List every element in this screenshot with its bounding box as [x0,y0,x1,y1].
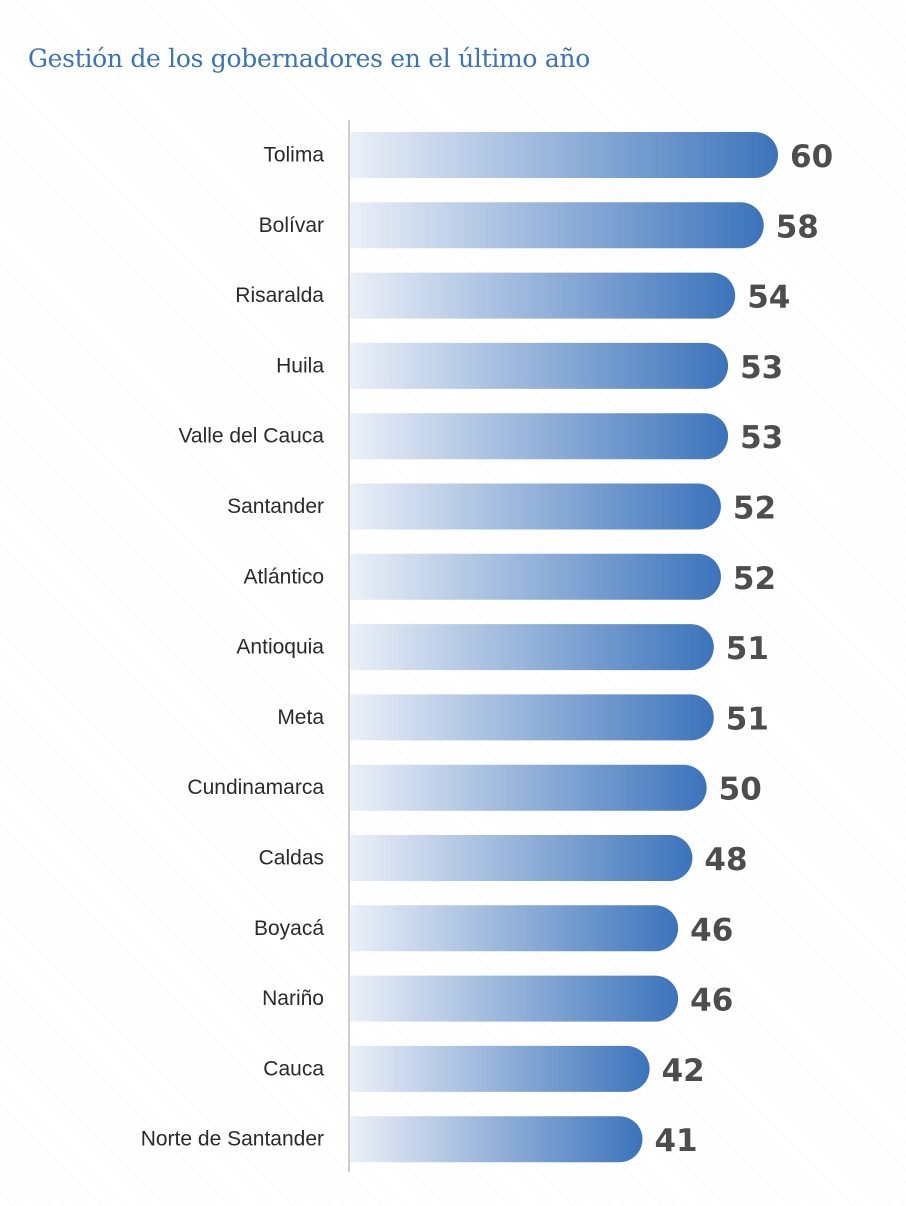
category-label: Norte de Santander [141,1128,324,1151]
value-label: 58 [776,209,819,245]
bar-12 [350,975,679,1022]
bar-4 [350,413,729,460]
bar-7 [350,624,714,671]
bar-9 [350,764,707,811]
value-label: 41 [654,1123,697,1159]
category-label: Boyacá [254,917,324,940]
category-label: Atlántico [243,565,324,588]
value-label: 53 [740,420,783,456]
value-label: 52 [733,491,776,527]
bar-0 [350,132,778,178]
value-label: 46 [690,912,733,948]
bar-11 [350,905,679,952]
bar-6 [350,553,721,600]
category-label: Nariño [262,987,324,1010]
value-label: 42 [662,1053,705,1089]
category-label: Risaralda [235,284,324,307]
value-label: 54 [747,280,790,316]
chart-title: Gestión de los gobernadores en el último… [28,44,590,73]
bar-5 [350,483,721,530]
bar-3 [350,342,729,389]
value-label: 60 [790,139,833,175]
category-label: Bolívar [259,214,324,237]
bar-8 [350,694,714,741]
category-label: Santander [227,495,324,518]
category-label: Caldas [259,847,324,870]
category-label: Meta [277,706,324,729]
value-label: 46 [690,983,733,1019]
value-label: 52 [733,561,776,597]
bar-2 [350,272,736,319]
bar-14 [350,1116,643,1163]
bar-13 [350,1045,650,1092]
value-label: 48 [704,842,747,878]
category-label: Antioquia [236,636,324,659]
category-label: Cauca [263,1057,324,1080]
category-label: Cundinamarca [187,776,324,799]
bar-10 [350,835,693,881]
value-label: 50 [719,772,762,808]
value-label: 53 [740,350,783,386]
category-label: Huila [276,354,324,377]
category-label: Tolima [263,144,324,167]
category-label: Valle del Cauca [178,425,324,448]
value-label: 51 [726,631,769,667]
bar-1 [350,202,764,249]
value-label: 51 [726,701,769,737]
